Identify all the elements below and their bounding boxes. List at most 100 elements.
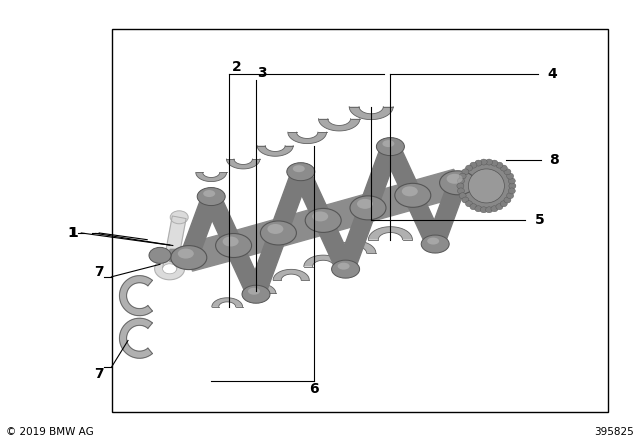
Polygon shape — [257, 146, 293, 156]
Ellipse shape — [462, 197, 469, 203]
Polygon shape — [349, 107, 393, 120]
Ellipse shape — [170, 211, 188, 224]
Ellipse shape — [149, 247, 171, 263]
Polygon shape — [275, 207, 327, 246]
Text: 2: 2 — [232, 60, 242, 74]
Ellipse shape — [287, 163, 315, 181]
Polygon shape — [315, 217, 354, 273]
Ellipse shape — [260, 221, 296, 245]
Ellipse shape — [458, 178, 465, 184]
Ellipse shape — [312, 211, 328, 221]
Ellipse shape — [338, 263, 349, 270]
Ellipse shape — [332, 260, 360, 278]
Polygon shape — [270, 168, 309, 236]
Ellipse shape — [216, 233, 252, 258]
Ellipse shape — [460, 162, 513, 210]
Ellipse shape — [268, 224, 284, 234]
Polygon shape — [230, 220, 282, 259]
Ellipse shape — [491, 206, 498, 212]
Text: 7: 7 — [94, 265, 104, 280]
Ellipse shape — [508, 188, 515, 194]
Text: 395825: 395825 — [594, 427, 634, 437]
Polygon shape — [337, 205, 376, 272]
Polygon shape — [382, 143, 421, 199]
Ellipse shape — [163, 264, 177, 274]
Ellipse shape — [204, 190, 215, 197]
Ellipse shape — [500, 201, 508, 207]
Polygon shape — [360, 143, 399, 211]
Ellipse shape — [475, 206, 482, 212]
Ellipse shape — [395, 183, 431, 207]
Polygon shape — [196, 172, 227, 181]
Polygon shape — [243, 284, 276, 293]
Ellipse shape — [468, 169, 504, 203]
Text: 1: 1 — [67, 226, 77, 240]
Ellipse shape — [458, 188, 465, 194]
Polygon shape — [273, 269, 309, 280]
Text: 4: 4 — [547, 67, 557, 81]
Text: © 2019 BMW AG: © 2019 BMW AG — [6, 427, 94, 437]
Ellipse shape — [496, 204, 503, 210]
Ellipse shape — [292, 165, 305, 172]
Ellipse shape — [459, 173, 466, 179]
Ellipse shape — [480, 159, 487, 165]
Ellipse shape — [447, 174, 463, 184]
Ellipse shape — [491, 160, 498, 166]
Ellipse shape — [242, 285, 270, 303]
Ellipse shape — [496, 162, 503, 168]
Ellipse shape — [155, 258, 184, 280]
Polygon shape — [212, 298, 243, 307]
Polygon shape — [248, 230, 287, 297]
Polygon shape — [304, 255, 342, 267]
Text: 5: 5 — [534, 212, 544, 227]
Ellipse shape — [470, 204, 477, 210]
Ellipse shape — [402, 186, 418, 196]
Ellipse shape — [470, 162, 477, 168]
Polygon shape — [170, 250, 205, 266]
Ellipse shape — [500, 165, 508, 171]
Ellipse shape — [383, 140, 394, 147]
Ellipse shape — [486, 159, 493, 165]
Ellipse shape — [428, 237, 439, 245]
Polygon shape — [292, 168, 332, 224]
Ellipse shape — [504, 169, 511, 175]
Polygon shape — [404, 192, 444, 248]
Ellipse shape — [357, 199, 373, 209]
Polygon shape — [203, 193, 242, 249]
Polygon shape — [288, 132, 326, 144]
Ellipse shape — [171, 246, 207, 270]
Ellipse shape — [440, 171, 476, 195]
Polygon shape — [364, 182, 417, 221]
Ellipse shape — [459, 193, 466, 198]
Polygon shape — [120, 276, 152, 316]
Ellipse shape — [178, 249, 194, 258]
Polygon shape — [427, 180, 466, 247]
Ellipse shape — [475, 160, 482, 166]
Ellipse shape — [305, 208, 341, 233]
Ellipse shape — [465, 165, 472, 171]
Ellipse shape — [457, 183, 464, 189]
Text: 3: 3 — [257, 66, 268, 80]
Polygon shape — [227, 159, 260, 169]
Ellipse shape — [197, 188, 225, 206]
Polygon shape — [120, 318, 152, 358]
Polygon shape — [409, 169, 461, 209]
Ellipse shape — [504, 197, 511, 203]
Text: 8: 8 — [549, 153, 559, 168]
Polygon shape — [319, 194, 372, 234]
Polygon shape — [369, 227, 412, 240]
Ellipse shape — [376, 138, 404, 155]
Polygon shape — [163, 216, 186, 270]
Ellipse shape — [421, 235, 449, 253]
Ellipse shape — [507, 173, 514, 179]
Polygon shape — [319, 119, 360, 131]
Ellipse shape — [507, 193, 514, 198]
Ellipse shape — [509, 183, 516, 189]
Polygon shape — [225, 242, 264, 298]
Ellipse shape — [508, 178, 515, 184]
Bar — [112, 29, 608, 412]
Polygon shape — [185, 232, 237, 271]
Text: 7: 7 — [94, 367, 104, 381]
Polygon shape — [335, 241, 376, 253]
Text: 1: 1 — [68, 226, 79, 240]
